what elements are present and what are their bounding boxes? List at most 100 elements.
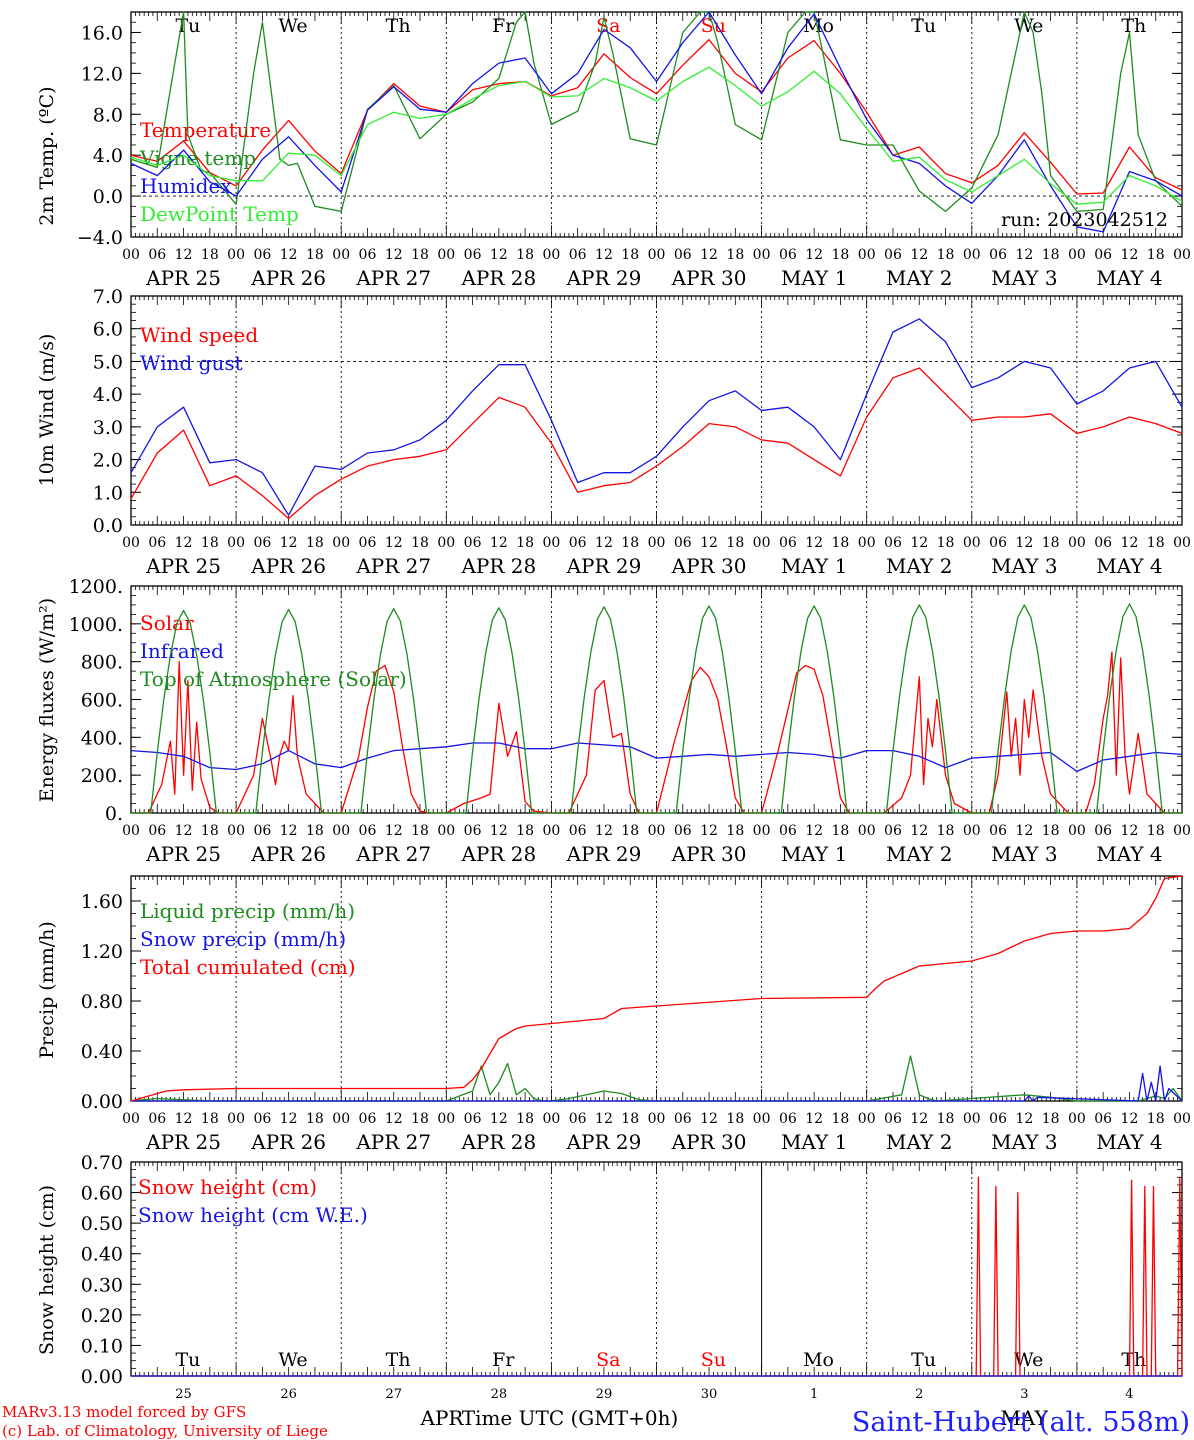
- date-label: MAY 2: [886, 1130, 952, 1154]
- legend-entry: Liquid precip (mm/h): [140, 899, 355, 923]
- y-tick-label: 0.40: [81, 1244, 123, 1266]
- hour-tick-label: 12: [910, 1111, 928, 1127]
- hour-tick-label: 12: [595, 1111, 613, 1127]
- legend-entry: DewPoint Temp: [140, 202, 299, 226]
- hour-tick-label: 18: [1042, 823, 1060, 839]
- hour-tick-label: 06: [253, 1111, 271, 1127]
- hour-tick-label: 06: [359, 535, 377, 551]
- series-line-wind-speed: [130, 367, 1183, 520]
- y-tick-label: 1.60: [81, 891, 123, 913]
- hour-tick-label: 18: [1042, 1111, 1060, 1127]
- hour-tick-label: 00: [542, 823, 560, 839]
- hour-tick-label: 06: [989, 247, 1007, 263]
- y-tick-label: 1200.: [69, 576, 123, 598]
- hour-tick-label: 06: [674, 1111, 692, 1127]
- hour-tick-label: 06: [148, 247, 166, 263]
- weekday-label: We: [1014, 15, 1043, 37]
- hour-tick-label: 06: [674, 247, 692, 263]
- hour-tick-label: 12: [175, 535, 193, 551]
- hour-tick-label: 00: [963, 823, 981, 839]
- legend-entry: Snow precip (mm/h): [140, 927, 346, 951]
- hour-tick-label: 12: [595, 247, 613, 263]
- weekday-label: We: [278, 1349, 307, 1371]
- legend-entry: Infrared: [140, 639, 224, 663]
- hour-tick-label: 12: [280, 535, 298, 551]
- hour-tick-label: 00: [963, 247, 981, 263]
- hour-tick-label: 06: [359, 247, 377, 263]
- date-label: MAY 3: [991, 842, 1057, 866]
- hour-tick-label: 12: [700, 1111, 718, 1127]
- date-label: MAY 1: [781, 554, 847, 578]
- hour-tick-label: 06: [359, 1111, 377, 1127]
- hour-tick-label: 00: [227, 1111, 245, 1127]
- hour-tick-label: 06: [884, 1111, 902, 1127]
- hour-tick-label: 12: [385, 1111, 403, 1127]
- hour-tick-label: 00: [753, 535, 771, 551]
- series-line-dewpoint-temp: [130, 66, 1183, 205]
- weekday-label: Tu: [911, 15, 936, 37]
- weekday-label: Tu: [911, 1349, 936, 1371]
- weekday-label: Sa: [596, 1349, 620, 1371]
- hour-tick-label: 12: [805, 247, 823, 263]
- hour-tick-label: 00: [753, 247, 771, 263]
- hour-tick-label: 06: [1094, 247, 1112, 263]
- date-label: APR 27: [355, 842, 431, 866]
- hour-tick-label: 12: [1121, 247, 1139, 263]
- series-line-humidex: [130, 11, 1183, 233]
- hour-tick-label: 06: [1094, 1111, 1112, 1127]
- hour-tick-label: 12: [1015, 247, 1033, 263]
- hour-tick-label: 12: [175, 247, 193, 263]
- hour-tick-label: 18: [411, 1111, 429, 1127]
- y-tick-label: 0.70: [81, 1152, 123, 1174]
- hour-tick-label: 06: [148, 823, 166, 839]
- hour-tick-label: 00: [122, 1111, 140, 1127]
- hour-tick-label: 18: [201, 1111, 219, 1127]
- hour-tick-label: 00: [437, 535, 455, 551]
- y-tick-label: 4.0: [93, 145, 123, 167]
- series-line-top-of-atmosphere-solar-: [131, 603, 1182, 814]
- panel-3: 1200. 1000. 800. 600. 400. 200. 0. Energy fluxe…: [36, 576, 1191, 866]
- y-tick-label: 0.20: [81, 1305, 123, 1327]
- day-number-label: 29: [596, 1387, 613, 1402]
- y-tick-label: 0.: [105, 803, 123, 825]
- hour-tick-label: 18: [1042, 247, 1060, 263]
- hour-tick-label: 00: [227, 535, 245, 551]
- weekday-label: Tu: [175, 1349, 200, 1371]
- hour-tick-label: 18: [937, 1111, 955, 1127]
- hour-tick-label: 06: [569, 247, 587, 263]
- date-label: APR 30: [671, 266, 747, 290]
- y-tick-label: −4.0: [77, 227, 123, 249]
- hour-tick-label: 06: [989, 823, 1007, 839]
- weekday-label: Fr: [492, 1349, 515, 1371]
- y-tick-label: 0.0: [93, 186, 123, 208]
- hour-tick-label: 18: [1147, 535, 1165, 551]
- date-label: MAY 1: [781, 266, 847, 290]
- hour-tick-label: 00: [858, 1111, 876, 1127]
- hour-tick-label: 00: [1173, 1111, 1191, 1127]
- hour-tick-label: 06: [253, 535, 271, 551]
- date-label: MAY 3: [991, 554, 1057, 578]
- y-tick-label: 7.0: [93, 286, 123, 308]
- hour-tick-label: 18: [306, 247, 324, 263]
- date-label: APR 29: [566, 842, 642, 866]
- legend-entry: Wind speed: [140, 323, 258, 347]
- date-label: MAY 1: [781, 1130, 847, 1154]
- panels: 16.012.08.04.00.0−4.02m Temp. (ºC)00 06 12…: [36, 11, 1191, 1402]
- y-tick-label: 5.0: [93, 351, 123, 373]
- hour-tick-label: 12: [910, 823, 928, 839]
- date-label: MAY 4: [1096, 266, 1162, 290]
- date-label: APR 25: [145, 842, 221, 866]
- weekday-label: Fr: [492, 15, 515, 37]
- legend-entry: Snow height (cm W.E.): [138, 1203, 368, 1227]
- hour-tick-label: 00: [332, 535, 350, 551]
- date-label: MAY 3: [991, 266, 1057, 290]
- hour-tick-label: 06: [464, 535, 482, 551]
- date-label: MAY 2: [886, 554, 952, 578]
- date-label: APR 30: [671, 554, 747, 578]
- date-label: MAY 4: [1096, 842, 1162, 866]
- date-label: APR 28: [460, 842, 536, 866]
- date-label: APR 25: [145, 1130, 221, 1154]
- bottom-month-may: MAY: [1000, 1406, 1048, 1430]
- hour-tick-label: 12: [490, 247, 508, 263]
- date-label: MAY 2: [886, 266, 952, 290]
